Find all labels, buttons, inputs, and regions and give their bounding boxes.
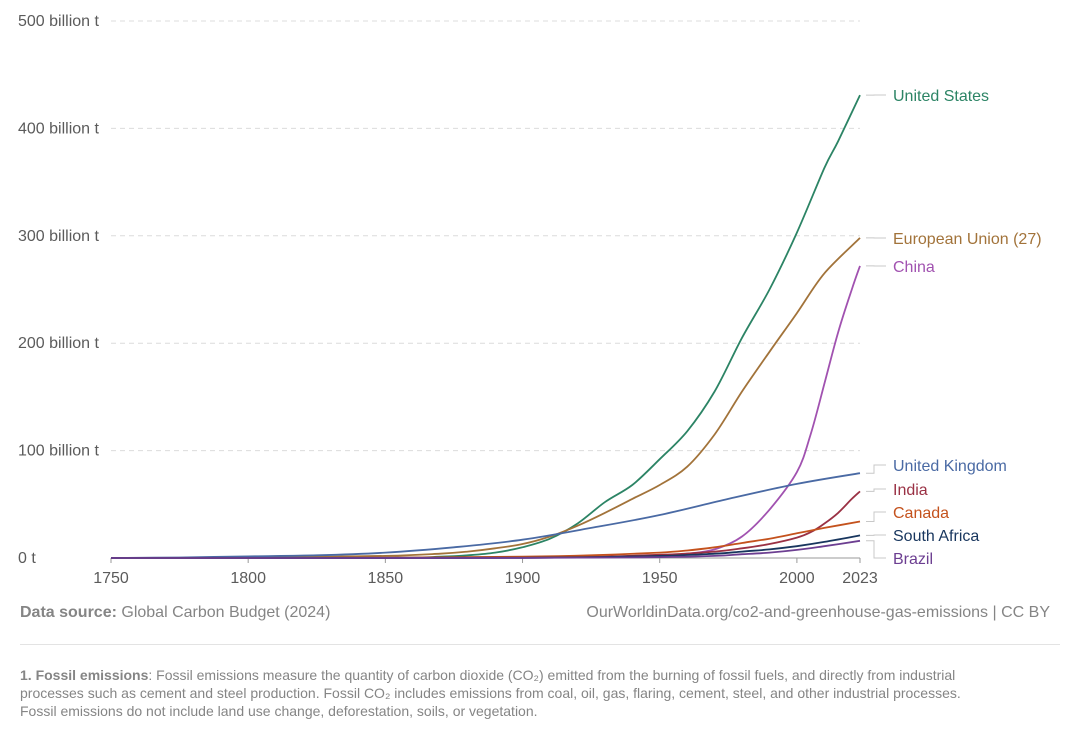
x-tick-label: 2023 (842, 570, 878, 587)
data-source: Data source: Global Carbon Budget (2024) (20, 604, 330, 622)
y-tick-label: 500 billion t (18, 13, 100, 30)
series-label-european-union-27: European Union (27) (893, 231, 1042, 248)
x-tick-label: 1800 (230, 570, 266, 587)
y-tick-label: 100 billion t (18, 443, 100, 460)
y-tick-label: 400 billion t (18, 120, 100, 137)
grid (111, 20, 860, 452)
x-tick-label: 1950 (642, 570, 678, 587)
label-connector-india (866, 488, 886, 492)
x-tick-label: 1750 (93, 570, 129, 587)
label-connector-united-kingdom (866, 464, 886, 474)
series-label-united-states: United States (893, 88, 989, 105)
series-label-brazil: Brazil (893, 551, 933, 568)
label-connector-canada (866, 511, 886, 522)
series-line-china (110, 265, 861, 559)
label-connectors (866, 94, 886, 559)
license-link[interactable]: OurWorldinData.org/co2-and-greenhouse-ga… (586, 604, 1050, 621)
series-labels: United States European Union (27) China Uni… (893, 88, 1042, 568)
label-connector-brazil (866, 540, 886, 559)
series-label-south-africa: South Africa (893, 528, 979, 545)
x-tick-label: 1850 (368, 570, 404, 587)
line-chart: 0 t 100 billion t 200 billion t 300 billion… (18, 13, 1042, 587)
y-tick-label: 0 t (18, 550, 36, 567)
data-source-text: Global Carbon Budget (2024) (121, 604, 331, 621)
series-line-european-union-27 (110, 237, 861, 559)
divider (20, 644, 1060, 645)
series-line-canada (110, 520, 861, 559)
footnote-text: : Fossil emissions measure the quantity … (20, 667, 961, 719)
x-tick-label: 2000 (779, 570, 815, 587)
series-label-china: China (893, 259, 935, 276)
series-label-canada: Canada (893, 505, 949, 522)
footnote: 1. Fossil emissions: Fossil emissions me… (20, 666, 1000, 720)
x-axis: 1750 1800 1850 1900 1950 2000 2023 (93, 557, 878, 587)
series-line-united-kingdom (110, 472, 861, 559)
x-tick-label: 1900 (505, 570, 541, 587)
footnote-title: 1. Fossil emissions (20, 667, 149, 683)
data-source-label: Data source: (20, 604, 117, 621)
series-line-brazil (110, 539, 861, 559)
series-label-united-kingdom: United Kingdom (893, 458, 1007, 475)
y-axis-tick-labels: 0 t 100 billion t 200 billion t 300 billion… (18, 13, 100, 567)
series-lines (110, 94, 861, 559)
series-line-united-states (110, 94, 861, 559)
y-tick-label: 300 billion t (18, 228, 100, 245)
y-tick-label: 200 billion t (18, 335, 100, 352)
series-label-india: India (893, 482, 928, 499)
series-line-india (110, 490, 861, 559)
